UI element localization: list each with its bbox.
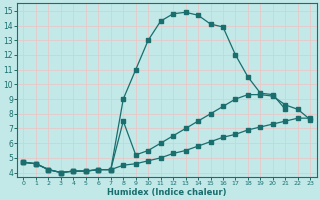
X-axis label: Humidex (Indice chaleur): Humidex (Indice chaleur) [107, 188, 227, 197]
